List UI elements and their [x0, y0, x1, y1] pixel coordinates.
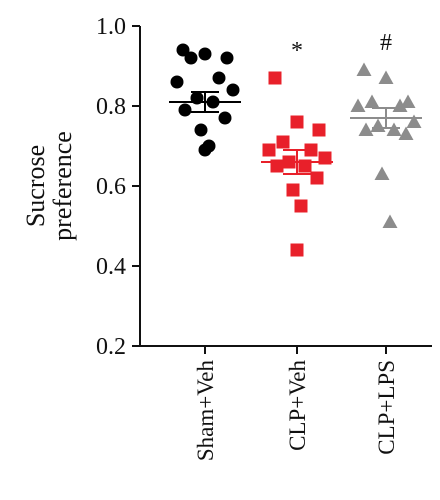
y-tick-label: 0.8	[96, 94, 126, 120]
data-point-square	[286, 183, 300, 197]
data-point-triangle	[400, 94, 416, 108]
y-tick-label: 0.6	[96, 174, 126, 200]
data-point-triangle	[358, 122, 374, 136]
data-point-triangle	[370, 118, 386, 132]
data-point-circle	[178, 103, 192, 117]
data-point-triangle	[386, 122, 402, 136]
x-tick-label: CLP+Veh	[285, 360, 310, 451]
data-point-circle	[218, 111, 232, 125]
y-axis-title-line-1: Sucrose	[21, 145, 50, 227]
data-point-square	[290, 243, 304, 257]
data-point-circle	[176, 43, 190, 57]
data-point-circle	[220, 51, 234, 65]
data-point-square	[276, 135, 290, 149]
error-bars	[169, 91, 422, 175]
y-axis-title: Sucrose preference	[21, 131, 77, 241]
data-point-triangle	[356, 62, 372, 76]
x-tick-label: CLP+LPS	[374, 360, 399, 455]
data-point-triangle	[406, 114, 422, 128]
data-point-circle	[194, 123, 208, 137]
data-point-triangle	[374, 166, 390, 180]
significance-annotations: * #	[291, 30, 392, 64]
data-point-circle	[212, 71, 226, 85]
data-point-square	[312, 123, 326, 137]
significance-marker: #	[380, 30, 392, 56]
data-point-triangle	[398, 126, 414, 140]
data-point-square	[310, 171, 324, 185]
data-point-square	[290, 115, 304, 129]
data-point-circle	[184, 51, 198, 65]
data-point-square	[262, 143, 276, 157]
y-axis-ticks: 0.2 0.4 0.6 0.8 1.0	[96, 14, 140, 360]
data-point-square	[294, 199, 308, 213]
data-point-triangle	[364, 94, 380, 108]
x-tick-label: Sham+Veh	[193, 360, 218, 462]
y-tick-label: 1.0	[96, 14, 126, 40]
data-point-triangle	[350, 98, 366, 112]
data-point-circle	[226, 83, 240, 97]
x-axis-ticks: Sham+Veh CLP+Veh CLP+LPS	[193, 346, 399, 461]
data-point-triangle	[382, 214, 398, 228]
y-axis-title-line-2: preference	[48, 131, 77, 241]
significance-marker: *	[291, 38, 303, 64]
axes	[139, 26, 432, 347]
data-point-circle	[198, 143, 212, 157]
data-point-triangle	[378, 70, 394, 84]
y-tick-label: 0.4	[96, 254, 126, 280]
data-point-square	[268, 71, 282, 85]
data-point-circle	[198, 47, 212, 61]
data-point-circle	[170, 75, 184, 89]
y-tick-label: 0.2	[96, 334, 126, 360]
